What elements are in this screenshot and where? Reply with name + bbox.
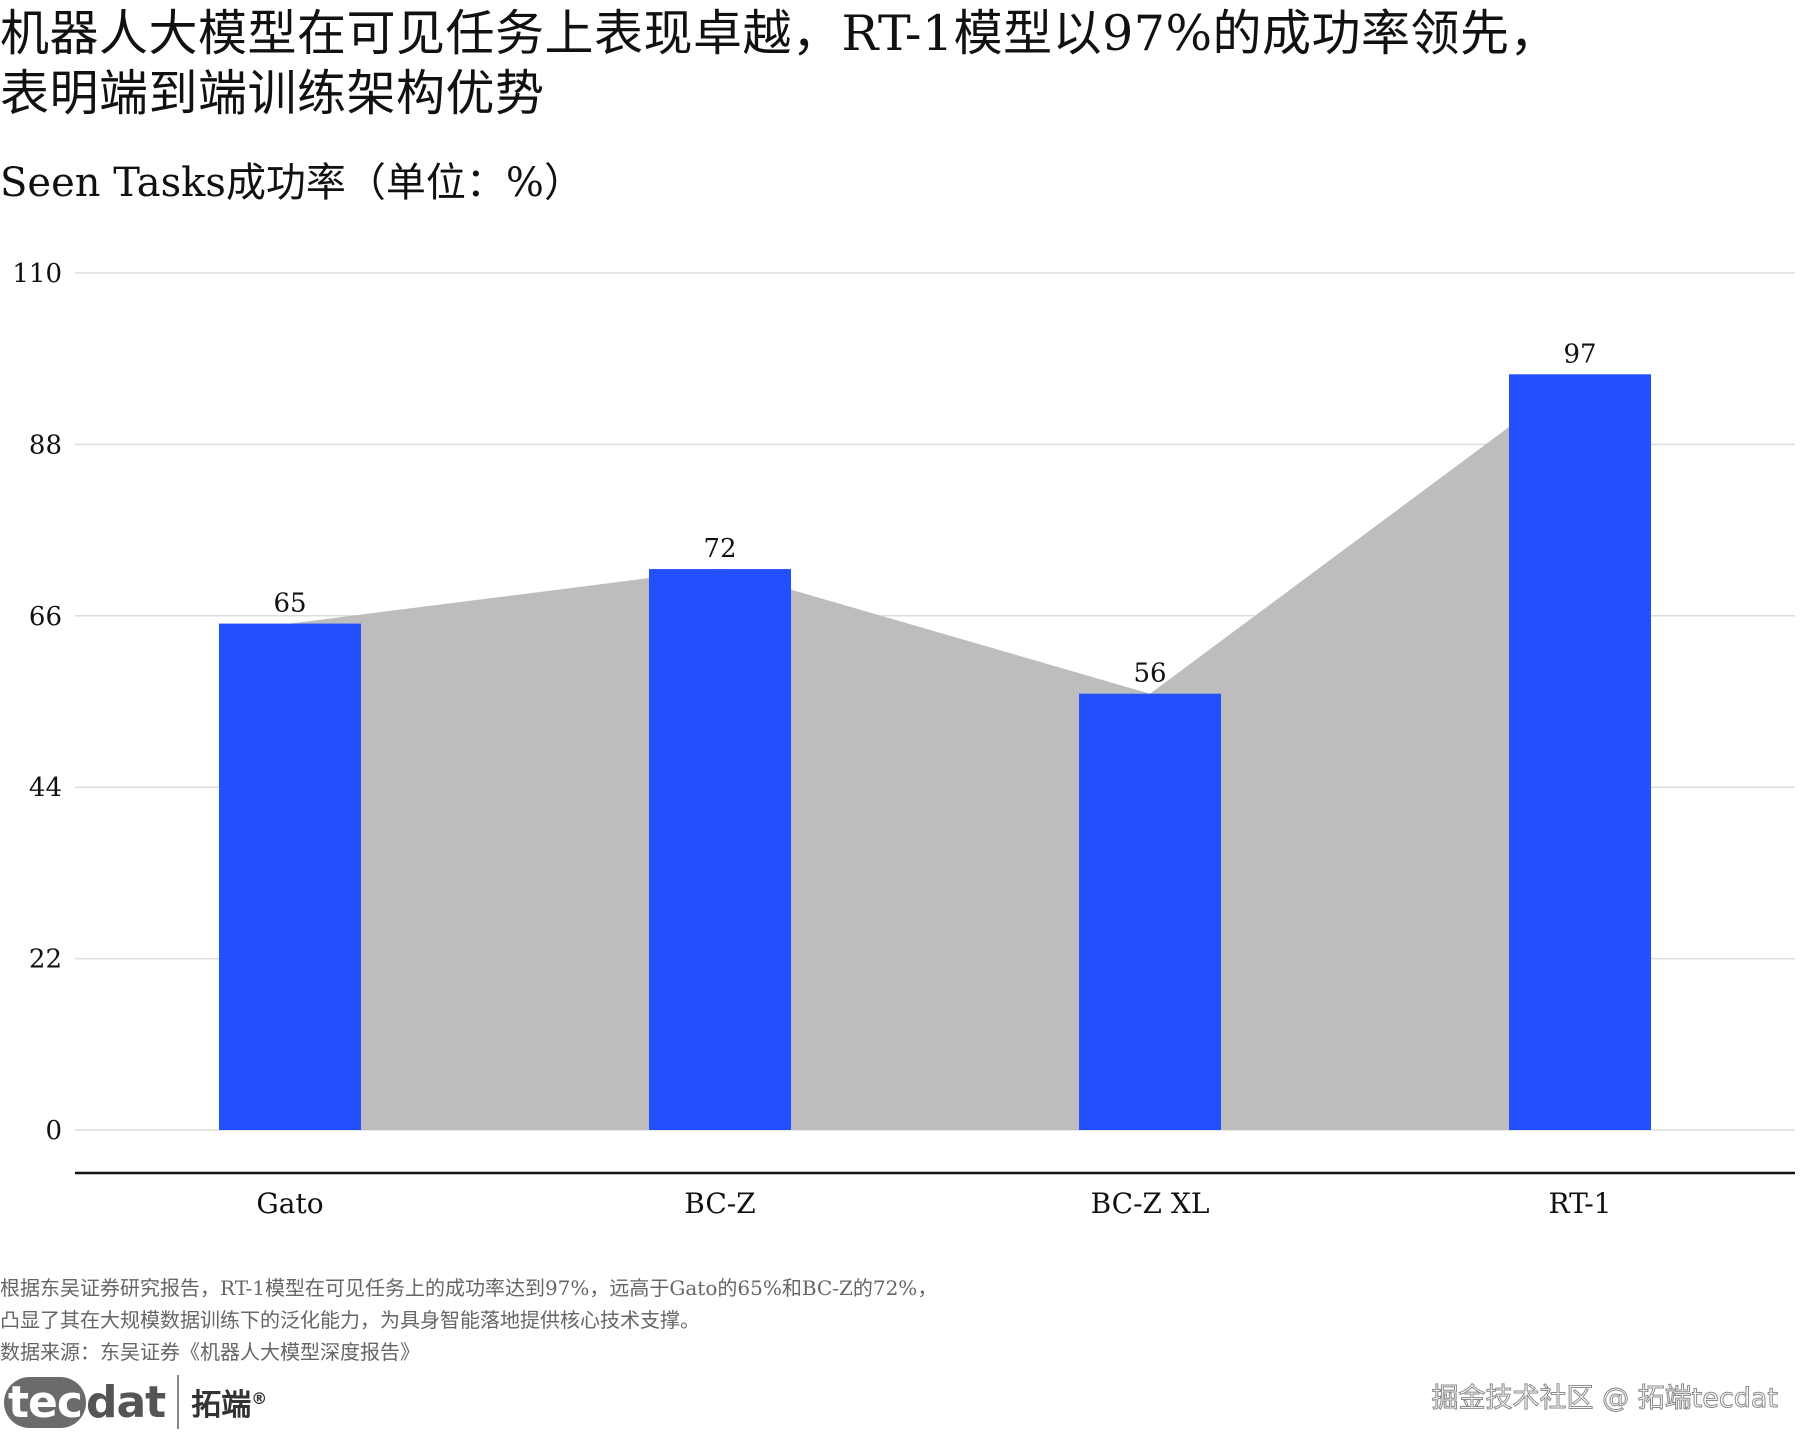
bar <box>219 623 361 1130</box>
series-area <box>290 374 1580 1130</box>
chart-title-line-1: 机器人大模型在可见任务上表现卓越，RT-1模型以97%的成功率领先， <box>0 5 1560 62</box>
chart-subtitle: Seen Tasks成功率（单位：%） <box>0 160 584 206</box>
data-label: 72 <box>703 534 736 564</box>
bar <box>1079 693 1221 1130</box>
tecdat-logo: tecdat 拓端® <box>4 1370 267 1434</box>
y-tick-label: 66 <box>29 602 62 632</box>
bar-chart: 0 22 44 66 88 110 65 Gato 72 BC-Z 56 BC-Z XL 97 RT-1 <box>12 259 1795 1220</box>
logo-mark: tecdat <box>4 1376 166 1428</box>
bar <box>1509 374 1651 1130</box>
y-tick-label: 0 <box>45 1116 62 1146</box>
y-tick-label: 110 <box>12 259 62 289</box>
chart-title: 机器人大模型在可见任务上表现卓越，RT-1模型以97%的成功率领先， 表明端到端… <box>0 4 1780 124</box>
logo-divider <box>177 1375 180 1429</box>
data-label: 97 <box>1563 339 1596 369</box>
data-label: 56 <box>1133 659 1166 689</box>
watermark: 掘金技术社区 @ 拓端tecdat <box>1431 1383 1778 1415</box>
bar <box>649 569 791 1130</box>
x-tick-label: Gato <box>256 1187 323 1220</box>
x-tick-label: BC-Z XL <box>1091 1187 1210 1220</box>
data-label: 65 <box>273 589 306 619</box>
x-tick-label: BC-Z <box>684 1187 755 1220</box>
footnote: 根据东吴证券研究报告，RT-1模型在可见任务上的成功率达到97%，远高于Gato… <box>0 1272 937 1368</box>
footnote-line-1: 根据东吴证券研究报告，RT-1模型在可见任务上的成功率达到97%，远高于Gato… <box>0 1276 938 1300</box>
y-tick-label: 22 <box>29 945 62 975</box>
logo-chinese-name: 拓端® <box>191 1388 268 1423</box>
chart-title-line-2: 表明端到端训练架构优势 <box>0 65 545 122</box>
y-tick-label: 88 <box>29 430 62 460</box>
y-tick-label: 44 <box>29 773 62 803</box>
x-tick-label: RT-1 <box>1549 1187 1612 1220</box>
footnote-line-2: 凸显了其在大规模数据训练下的泛化能力，为具身智能落地提供核心技术支撑。 <box>0 1308 700 1332</box>
data-source: 数据来源：东吴证券《机器人大模型深度报告》 <box>0 1340 420 1364</box>
